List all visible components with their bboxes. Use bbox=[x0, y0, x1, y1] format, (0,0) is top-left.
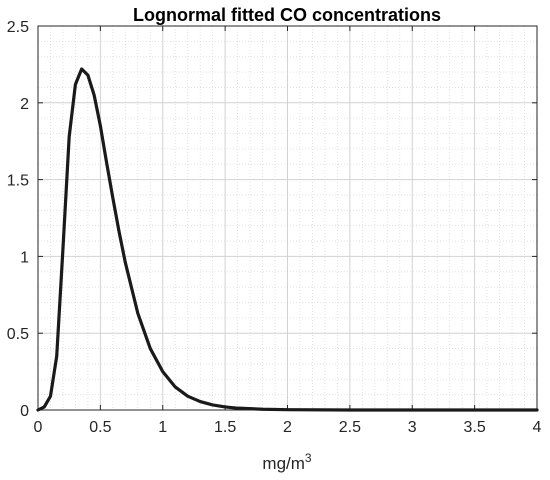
axis-ticks bbox=[37, 25, 538, 411]
x-tick-label: 4 bbox=[533, 419, 542, 436]
series-line bbox=[36, 67, 539, 412]
x-tick-label: 0.5 bbox=[89, 419, 111, 436]
x-tick-label: 1.5 bbox=[214, 419, 236, 436]
x-axis-label: mg/m3 bbox=[262, 451, 312, 473]
y-tick-labels: 0 0.5 1 1.5 2 2.5 bbox=[7, 19, 29, 420]
chart-title: Lognormal fitted CO concentrations bbox=[133, 5, 441, 25]
x-tick-label: 2.5 bbox=[339, 419, 361, 436]
y-tick-label: 0.5 bbox=[7, 326, 29, 343]
x-tick-labels: 0 0.5 1 1.5 2 2.5 3 3.5 4 bbox=[34, 419, 542, 436]
x-axis-label-superscript: 3 bbox=[305, 451, 312, 465]
x-axis-label-base: mg/m bbox=[262, 454, 305, 473]
x-tick-label: 0 bbox=[34, 419, 43, 436]
y-tick-label: 0 bbox=[20, 403, 29, 420]
y-tick-label: 1.5 bbox=[7, 173, 29, 190]
y-tick-label: 1 bbox=[20, 249, 29, 266]
series-layer bbox=[36, 67, 539, 412]
x-tick-label: 2 bbox=[283, 419, 292, 436]
y-tick-label: 2.5 bbox=[7, 19, 29, 36]
y-tick-label: 2 bbox=[20, 96, 29, 113]
x-tick-label: 3.5 bbox=[464, 419, 486, 436]
x-tick-label: 3 bbox=[408, 419, 417, 436]
x-tick-label: 1 bbox=[158, 419, 167, 436]
